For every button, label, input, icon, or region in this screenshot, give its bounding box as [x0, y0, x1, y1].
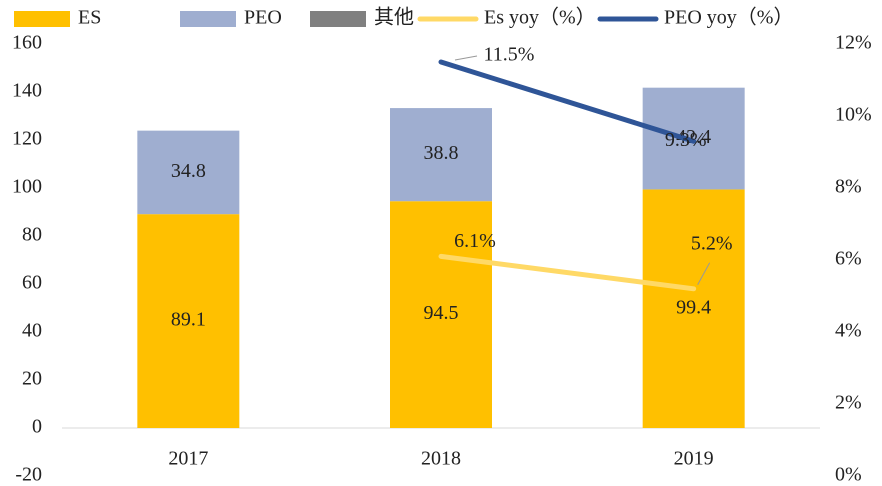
y-tick-label: 80	[22, 224, 42, 246]
data-label: 5.2%	[691, 232, 733, 254]
legend-swatch	[310, 11, 366, 27]
y2-tick-label: 8%	[835, 176, 862, 198]
line	[438, 59, 697, 144]
data-label: 94.5	[424, 302, 459, 324]
y-tick-label: 60	[22, 272, 42, 294]
x-tick-label: 2018	[421, 448, 461, 470]
bar	[642, 189, 745, 428]
legend-label: Es yoy（%）	[484, 6, 596, 29]
y2-tick-label: 12%	[835, 32, 872, 54]
y-tick-label: 0	[32, 416, 42, 438]
line	[438, 253, 697, 292]
y-tick-label: 120	[12, 128, 42, 150]
y2-tick-label: 6%	[835, 248, 862, 270]
legend-label: PEO yoy（%）	[664, 6, 793, 29]
legend-swatch	[180, 11, 236, 27]
bar	[390, 108, 492, 202]
legend-label: PEO	[244, 7, 282, 29]
data-label: 6.1%	[454, 230, 496, 252]
data-label: 34.8	[171, 160, 206, 182]
leader-line	[697, 262, 711, 286]
y-tick-label: 140	[12, 80, 42, 102]
bar	[390, 201, 492, 428]
y2-tick-label: 10%	[835, 104, 872, 126]
legend-label: 其他	[374, 6, 414, 29]
y2-tick-label: 0%	[835, 464, 862, 486]
data-label: 38.8	[424, 142, 459, 164]
y-tick-label: 100	[12, 176, 42, 198]
data-label: 89.1	[171, 309, 206, 331]
data-label: 9.3%	[665, 129, 707, 151]
data-label: 99.4	[676, 296, 711, 318]
legend-label: ES	[78, 7, 101, 29]
x-tick-label: 2017	[168, 448, 208, 470]
legend-swatch	[14, 11, 70, 27]
y-tick-label: 160	[12, 32, 42, 54]
bar	[137, 214, 240, 428]
data-label: 11.5%	[484, 44, 535, 66]
x-tick-label: 2019	[674, 448, 714, 470]
bar	[642, 87, 745, 190]
leader-line	[454, 55, 478, 61]
y2-tick-label: 4%	[835, 320, 862, 342]
data-label: 42.4	[676, 126, 711, 148]
y-tick-label: 20	[22, 368, 42, 390]
y-tick-label: -20	[15, 464, 42, 486]
y-tick-label: 40	[22, 320, 42, 342]
y2-tick-label: 2%	[835, 392, 862, 414]
bar	[137, 130, 240, 215]
